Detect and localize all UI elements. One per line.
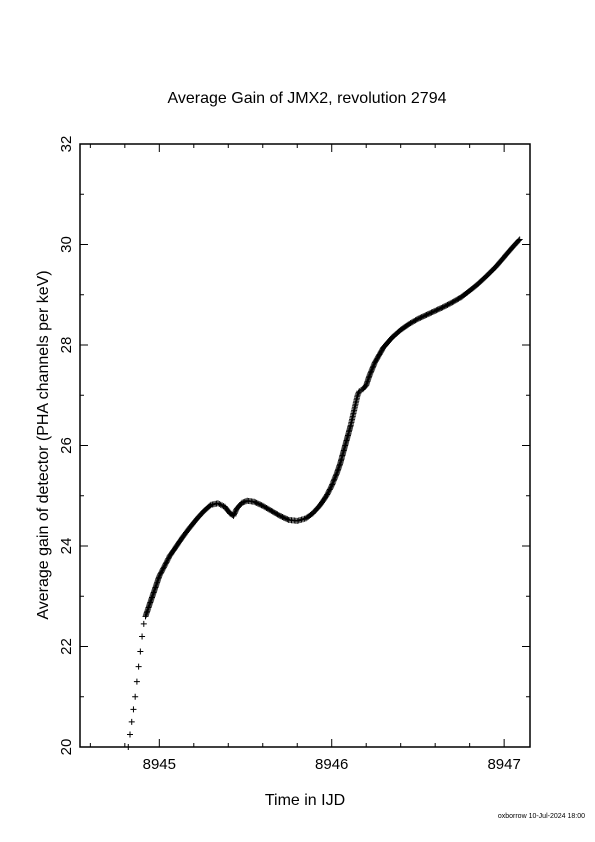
data-point — [367, 369, 374, 376]
data-point — [324, 490, 331, 497]
data-point — [140, 620, 147, 627]
data-point — [368, 368, 375, 375]
x-tick-label: 8945 — [143, 756, 176, 773]
data-point — [516, 236, 523, 243]
data-point — [366, 372, 373, 379]
data-point — [354, 392, 361, 399]
data-point — [284, 516, 291, 523]
footer-credit: oxborrow 10-Jul-2024 18:00 — [498, 813, 585, 820]
data-point — [232, 507, 239, 514]
data-point — [214, 500, 221, 507]
data-point — [130, 706, 137, 713]
data-point — [330, 477, 337, 484]
data-point — [327, 485, 334, 492]
data-point — [163, 559, 170, 566]
x-axis-label: Time in IJD — [265, 792, 345, 809]
data-point — [165, 555, 172, 562]
data-point — [324, 491, 331, 498]
data-points — [125, 236, 523, 750]
data-point — [217, 501, 224, 508]
data-point — [132, 693, 139, 700]
data-point — [158, 568, 165, 575]
data-point — [369, 365, 376, 372]
data-point — [326, 486, 333, 493]
y-tick-label: 32 — [58, 136, 75, 153]
data-point — [162, 561, 169, 568]
data-point — [328, 483, 335, 490]
data-point — [329, 480, 336, 487]
data-point — [162, 560, 169, 567]
x-tick-labels: 8945 8946 8947 — [143, 756, 521, 773]
data-point — [159, 566, 166, 573]
data-point — [330, 478, 337, 485]
data-point — [332, 473, 339, 480]
data-point — [164, 558, 171, 565]
y-tick-label: 24 — [58, 538, 75, 555]
data-point — [157, 570, 164, 577]
x-tick-label: 8946 — [315, 756, 348, 773]
y-tick-label: 26 — [58, 437, 75, 454]
data-point — [231, 510, 238, 517]
data-point — [156, 573, 163, 580]
y-tick-label: 28 — [58, 337, 75, 354]
y-axis-label: Average gain of detector (PHA channels p… — [35, 270, 52, 619]
data-point — [332, 472, 339, 479]
data-point — [329, 481, 336, 488]
data-point — [133, 678, 140, 685]
data-point — [326, 487, 333, 494]
data-point — [328, 482, 335, 489]
data-point — [369, 364, 376, 371]
y-tick-label: 22 — [58, 638, 75, 655]
data-point — [370, 363, 377, 370]
data-point — [156, 571, 163, 578]
data-point — [128, 718, 135, 725]
axis-ticks — [80, 143, 530, 748]
data-point — [127, 731, 133, 738]
data-point — [240, 499, 247, 506]
plot-frame — [79, 143, 531, 748]
data-point — [160, 564, 167, 571]
data-point — [333, 471, 340, 478]
data-point — [331, 475, 338, 482]
data-point — [368, 367, 375, 374]
data-point — [331, 476, 338, 483]
data-point — [230, 512, 237, 519]
data-point — [164, 556, 171, 563]
data-point — [219, 502, 226, 509]
data-point — [137, 648, 144, 655]
data-point — [135, 663, 142, 670]
data-point — [158, 569, 165, 576]
data-point — [325, 488, 332, 495]
data-point — [139, 633, 146, 640]
y-tick-label: 30 — [58, 236, 75, 253]
data-point — [232, 509, 239, 516]
data-point — [160, 565, 167, 572]
chart-title: Average Gain of JMX2, revolution 2794 — [168, 90, 447, 107]
data-point — [367, 370, 374, 377]
data-point — [241, 498, 248, 505]
data-point — [355, 390, 362, 397]
data-point — [216, 500, 223, 507]
data-point — [515, 237, 522, 244]
data-point — [323, 492, 330, 499]
data-point — [370, 362, 377, 369]
data-point — [239, 499, 246, 506]
data-point — [161, 563, 168, 570]
data-point — [231, 511, 238, 518]
y-tick-label: 20 — [58, 739, 75, 756]
x-tick-label: 8947 — [487, 756, 520, 773]
y-tick-labels: 20 22 24 26 28 30 32 — [58, 136, 75, 756]
data-point — [125, 744, 132, 750]
